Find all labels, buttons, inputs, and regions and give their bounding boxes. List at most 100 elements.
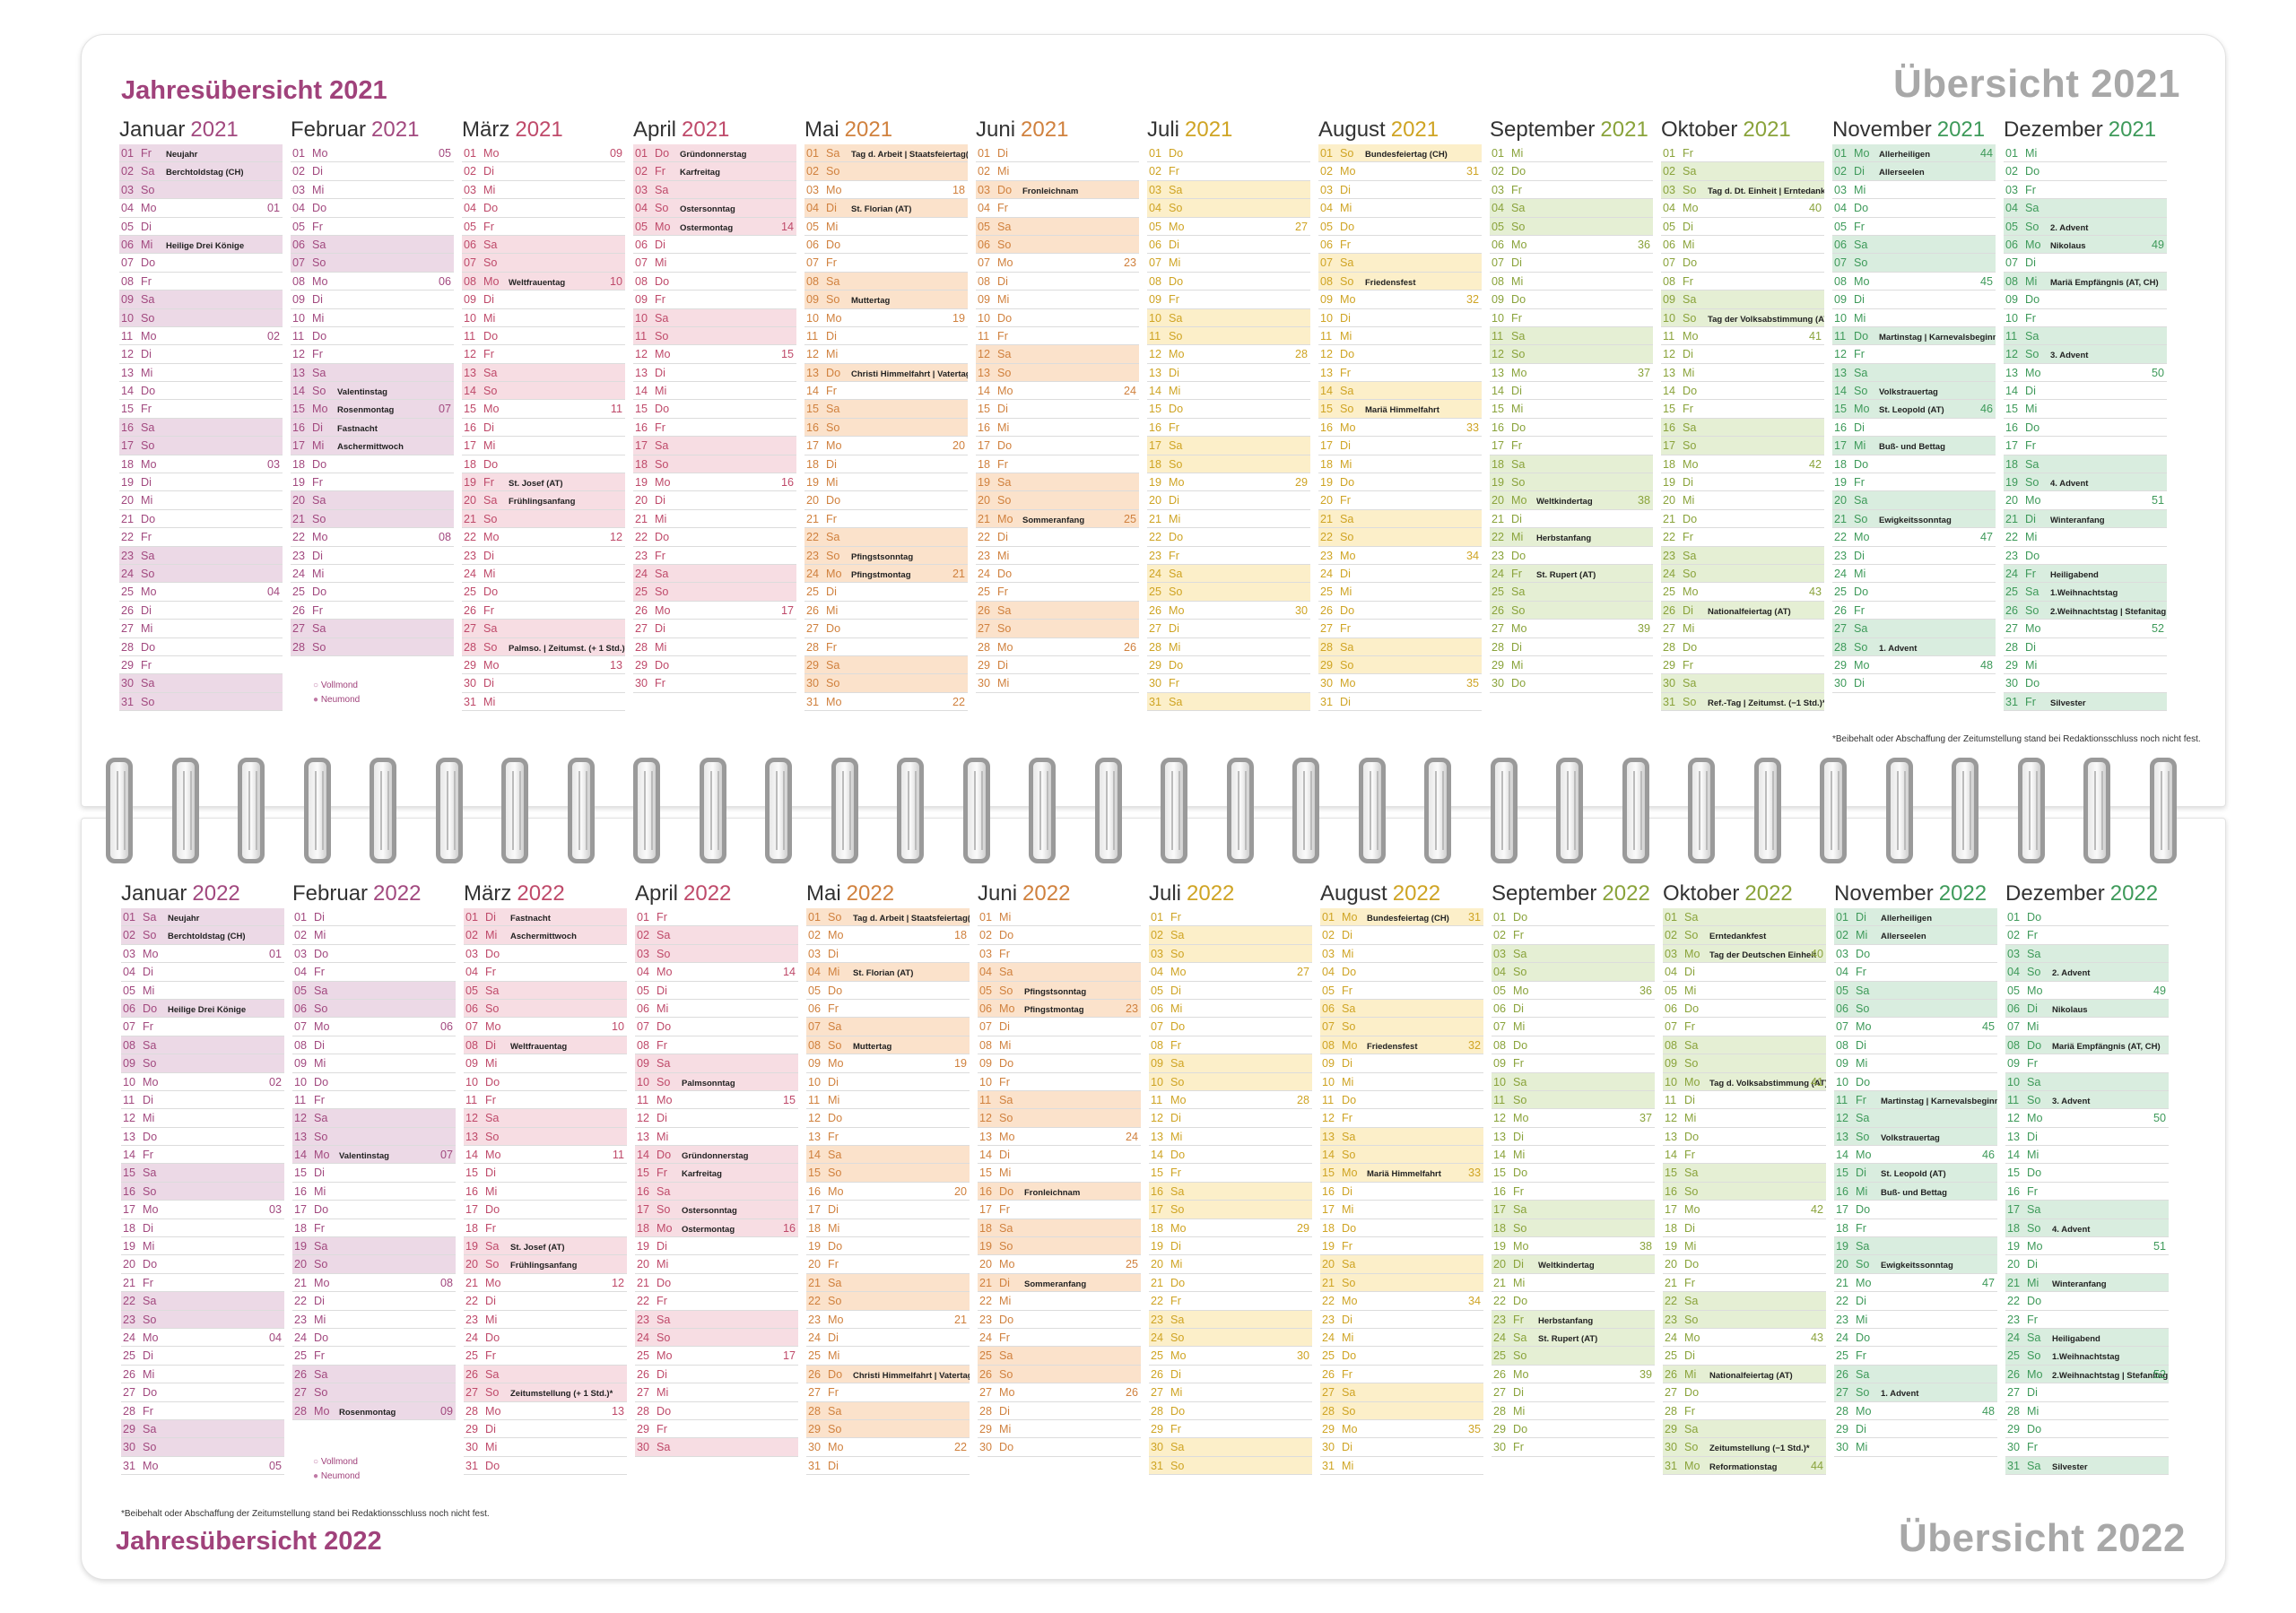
day-number: 19 — [1322, 1240, 1335, 1253]
weekday: Fr — [1169, 549, 1179, 562]
week-number: 22 — [952, 695, 965, 708]
weekday: Do — [1170, 1020, 1186, 1034]
day-number: 15 — [1493, 1166, 1507, 1180]
weekday: Mi — [1342, 1331, 1354, 1344]
day-number: 03 — [1834, 183, 1848, 196]
weekday: Sa — [1169, 311, 1183, 325]
weekday: Di — [1511, 640, 1522, 654]
weekday: Sa — [1683, 421, 1697, 434]
weekday: Do — [997, 439, 1013, 453]
day-row: 09 Do — [2004, 291, 2167, 309]
holiday-label: Silvester — [2052, 1461, 2088, 1472]
day-number: 09 — [1151, 1057, 1164, 1071]
day-number: 03 — [1320, 183, 1334, 196]
binding-ring — [238, 758, 265, 863]
weekday: So — [997, 622, 1012, 636]
day-row: 22 Sa — [121, 1292, 284, 1311]
weekday: Di — [1169, 622, 1179, 636]
day-number: 25 — [1836, 1349, 1849, 1363]
day-number: 04 — [1665, 966, 1678, 979]
weekday: Di — [485, 1166, 496, 1180]
binding-ring — [1358, 758, 1386, 863]
day-number: 18 — [1320, 457, 1334, 471]
day-row: 07 Di — [1490, 254, 1653, 273]
holiday-label: Zeitumstellung (−1 Std.)* — [1709, 1444, 1810, 1454]
day-number: 07 — [635, 256, 648, 270]
day-row: 14 Di — [2004, 382, 2167, 401]
weekday: Sa — [1170, 1441, 1185, 1454]
day-row: 24 Mi — [291, 565, 454, 584]
day-number: 23 — [635, 549, 648, 562]
day-row: 19 Fr — [291, 473, 454, 492]
day-number: 14 — [1663, 385, 1676, 398]
weekday: Sa — [1340, 256, 1354, 270]
day-number: 19 — [2005, 476, 2019, 490]
weekday: Di — [1169, 494, 1179, 507]
weekday: Di — [312, 293, 323, 307]
day-row: 03 Mi — [462, 181, 625, 200]
day-row: 01 Di — [292, 908, 456, 927]
day-row: 26 Mi — [121, 1366, 284, 1384]
month-dezember: Dezember 2022 01 Do 02 Fr 03 Sa 04 So 2. Advent 05 M… — [2005, 880, 2169, 1476]
month-header: September 2021 — [1490, 116, 1653, 144]
day-row: 10 Mo 02 — [121, 1073, 284, 1091]
weekday: So — [657, 1331, 671, 1344]
day-number: 27 — [1320, 622, 1334, 636]
weekday: Do — [2025, 421, 2040, 434]
weekday: Mi — [828, 966, 840, 979]
legend-vollmond: Vollmond — [320, 681, 358, 690]
weekday: So — [997, 494, 1012, 507]
day-number: 16 — [2007, 1184, 2021, 1198]
weekday: Do — [1169, 403, 1184, 416]
day-row: 06 Mi — [1149, 1000, 1312, 1019]
day-row: 24 Sa — [633, 564, 796, 584]
weekday: Di — [1513, 1258, 1524, 1271]
day-row: 09 Sa — [119, 291, 283, 309]
holiday-label: Rosenmontag — [337, 405, 395, 416]
day-number: 05 — [1149, 220, 1162, 233]
weekday: Do — [1513, 1038, 1528, 1052]
spiral-binding — [106, 758, 2196, 865]
week-number: 26 — [1123, 640, 1136, 654]
day-row: 21 Di — [1490, 510, 1653, 529]
day-row: 15 Di St. Leopold (AT) — [1834, 1164, 1997, 1183]
weekday: Do — [314, 1203, 329, 1217]
weekday: Mo — [1683, 457, 1699, 471]
day-number: 16 — [1493, 1184, 1507, 1198]
month-header: August 2022 — [1320, 880, 1483, 908]
week-number: 50 — [2152, 1112, 2166, 1125]
day-row: 11 Mi — [1318, 327, 1482, 346]
weekday: So — [828, 1422, 842, 1435]
weekday: Mi — [999, 1295, 1012, 1308]
day-row: 18 Di — [1663, 1219, 1826, 1238]
weekday: Di — [828, 1075, 839, 1088]
weekday: So — [655, 202, 669, 215]
day-row: 29 Di — [1834, 1420, 1997, 1439]
day-row: 12 Mo 50 — [2005, 1109, 2169, 1128]
week-number: 34 — [1465, 549, 1479, 562]
day-number: 10 — [1493, 1075, 1507, 1088]
day-number: 18 — [1322, 1221, 1335, 1235]
day-number: 08 — [465, 1038, 479, 1052]
day-number: 24 — [123, 1331, 136, 1344]
binding-ring — [303, 758, 331, 863]
weekday: Fr — [141, 403, 152, 416]
day-number: 21 — [1836, 1276, 1849, 1289]
weekday: Sa — [2025, 457, 2039, 471]
weekday: Do — [2025, 293, 2040, 307]
day-number: 21 — [1492, 512, 1505, 525]
day-row: 26 Fr — [462, 602, 625, 620]
day-row: 27 Do — [1663, 1383, 1826, 1402]
day-number: 02 — [2007, 929, 2021, 942]
day-row: 19 Di — [635, 1237, 798, 1256]
weekday: Sa — [655, 567, 669, 580]
day-number: 04 — [979, 966, 993, 979]
weekday: Mo — [314, 1020, 330, 1034]
holiday-label: St. Florian (AT) — [851, 204, 912, 215]
day-number: 15 — [123, 1166, 136, 1180]
day-number: 08 — [808, 1038, 822, 1052]
day-number: 22 — [1322, 1295, 1335, 1308]
weekday: Mi — [483, 695, 496, 708]
weekday: Mo — [1169, 348, 1185, 361]
